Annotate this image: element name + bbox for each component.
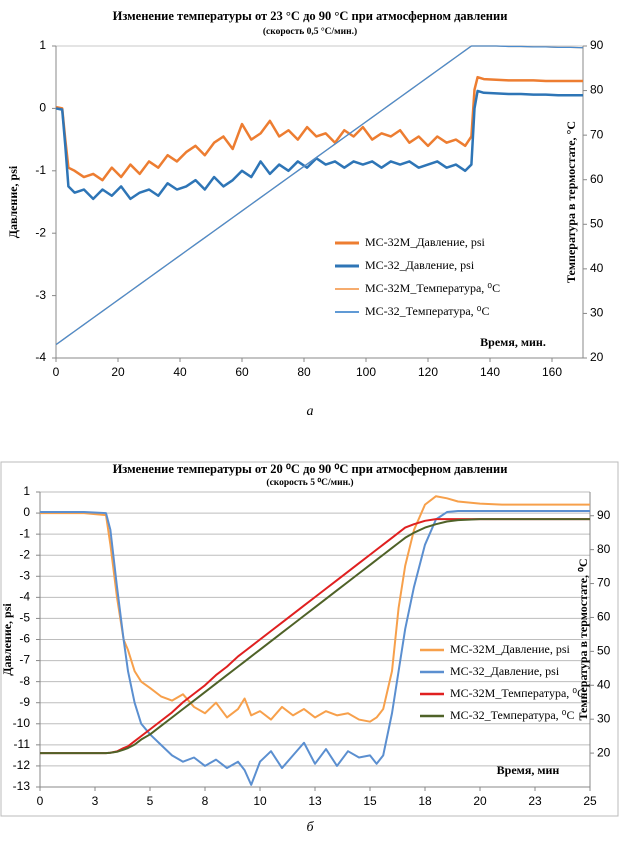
y-tick-label: 0 [23,505,30,519]
x-tick-label: 20 [473,794,487,808]
data-line [55,89,583,201]
y2-tick-label: 70 [597,576,611,590]
x-tick-label: 10 [253,794,267,808]
y2-tick-label: 30 [597,711,611,725]
x-axis-title: Время, мин [497,763,560,777]
x-tick-label: 0 [53,365,60,379]
y-tick-label: -2 [19,547,30,561]
x-tick-label: 160 [542,365,562,379]
y2-tick-label: 80 [597,542,611,556]
legend-label: МС-32М_Температура, ⁰С [365,281,500,295]
x-tick-label: 15 [363,794,377,808]
legend-label: МС-32_Давление, psi [365,258,475,272]
x-tick-label: 140 [480,365,500,379]
y2-tick-label: 90 [590,38,604,52]
y2-tick-label: 40 [597,677,611,691]
data-line [40,495,590,723]
y-tick-label: -1 [19,526,30,540]
data-line [40,518,590,755]
legend-label: МС-32_Температура, ⁰С [450,708,574,722]
y-tick-label: -4 [35,350,46,364]
y-tick-label: -8 [19,674,30,688]
x-tick-label: 23 [528,794,542,808]
figure-caption: б [306,820,314,835]
legend-label: МС-32М_Температура, ⁰С [450,686,585,700]
y-tick-label: -13 [13,779,31,793]
y2-tick-label: 50 [597,644,611,658]
legend-label: МС-32М_Давление, psi [450,642,571,656]
y2-tick-label: 20 [590,350,604,364]
chart-title: Изменение температуры от 20 ⁰С до 90 ⁰С … [113,462,508,476]
y-axis-title: Давление, psi [0,603,14,676]
chart-frame [0,461,619,817]
x-tick-label: 8 [202,794,209,808]
y-tick-label: 0 [39,101,46,115]
y-tick-label: -10 [13,716,31,730]
x-tick-label: 25 [583,794,597,808]
legend-label: МС-32_Температура, ⁰С [365,304,489,318]
x-tick-label: 60 [235,365,249,379]
y2-tick-label: 50 [590,216,604,230]
y-tick-label: -1 [35,163,46,177]
x-tick-label: 0 [37,794,44,808]
y2-tick-label: 40 [590,261,604,275]
y-axis-title: Давление, psi [6,165,20,238]
y2-tick-label: 20 [597,745,611,759]
y2-axis-title: Температура в термостате, °С [564,121,578,283]
y-tick-label: 1 [39,38,46,52]
y-tick-label: -6 [19,632,30,646]
y-tick-label: -5 [19,611,30,625]
y-tick-label: 1 [23,484,30,498]
legend-label: МС-32М_Давление, psi [365,235,486,249]
x-tick-label: 100 [356,365,376,379]
y-tick-label: -2 [35,225,46,239]
x-tick-label: 5 [147,794,154,808]
y2-tick-label: 60 [597,610,611,624]
y2-axis-title: Температура в термостате, ⁰С [576,558,590,720]
y-tick-label: -3 [35,288,46,302]
y-tick-label: -11 [14,737,31,751]
y2-tick-label: 60 [590,172,604,186]
x-tick-label: 3 [92,794,99,808]
y-tick-label: -9 [19,695,30,709]
data-line [55,75,583,182]
y2-tick-label: 80 [590,83,604,97]
chart-subtitle: (скорость 0,5 °С/мин.) [263,26,357,37]
x-tick-label: 18 [418,794,432,808]
chart-subtitle: (скорость 5 ⁰С/мин.) [266,477,353,488]
y-tick-label: -12 [13,758,31,772]
chart-title: Изменение температуры от 23 °С до 90 °С … [113,9,508,23]
y2-tick-label: 90 [597,508,611,522]
y-tick-label: -3 [19,568,30,582]
data-line [40,518,590,755]
x-tick-label: 13 [308,794,322,808]
data-line [55,45,584,346]
x-tick-label: 40 [173,365,187,379]
x-tick-label: 20 [111,365,125,379]
x-tick-label: 120 [418,365,438,379]
y-tick-label: -4 [19,590,30,604]
y2-tick-label: 70 [590,127,604,141]
x-axis-title: Время, мин. [480,335,546,349]
legend-label: МС-32_Давление, psi [450,664,560,678]
y2-tick-label: 30 [590,306,604,320]
x-tick-label: 80 [297,365,311,379]
y-tick-label: -7 [19,653,30,667]
figure-caption: а [307,404,314,419]
